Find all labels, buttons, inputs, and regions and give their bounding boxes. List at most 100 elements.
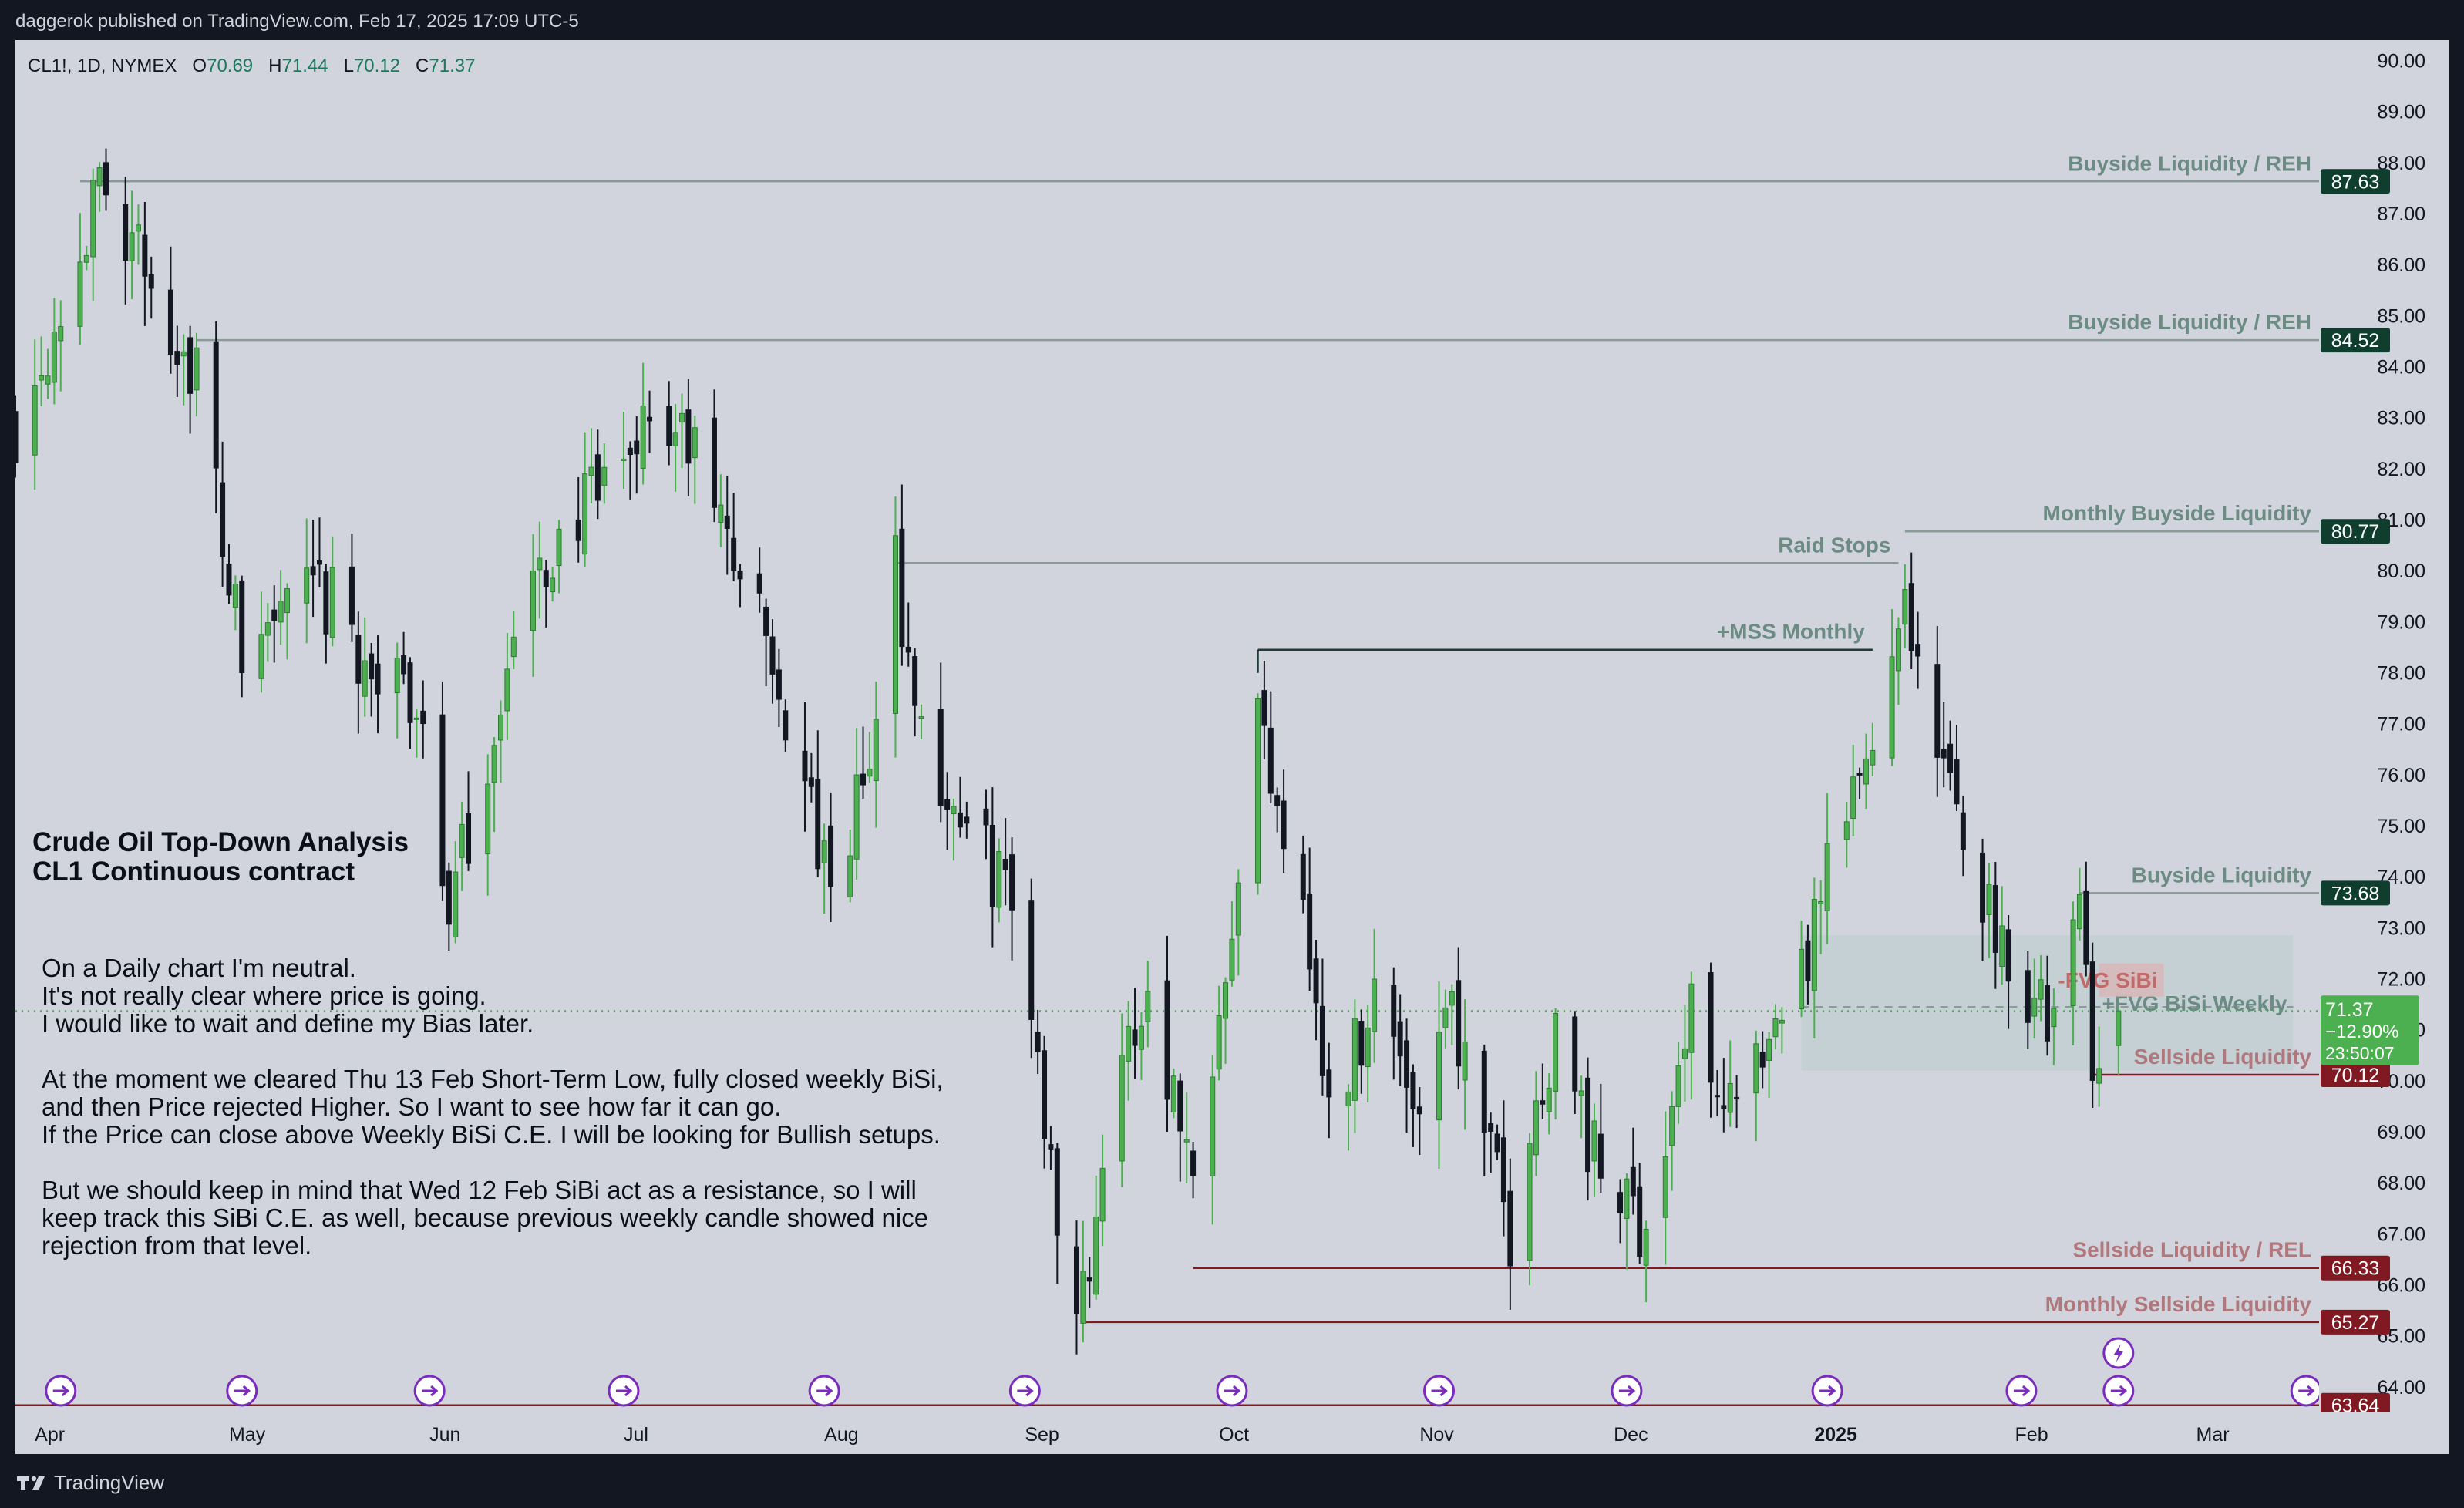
price-tick-label: 68.00 (2377, 1173, 2425, 1194)
candle-body (174, 351, 180, 365)
analysis-subtitle-line: CL1 Continuous contract (32, 857, 355, 887)
event-arrow-icon (1819, 1385, 1836, 1397)
candle-body (1688, 983, 1695, 1053)
candle-body (1708, 972, 1714, 1083)
candle-body (1811, 899, 1817, 991)
candle-body (15, 411, 19, 463)
price-tick-label: 67.00 (2377, 1224, 2425, 1245)
candle-body (232, 584, 238, 608)
candle-body (142, 234, 148, 277)
candle-body (401, 655, 407, 675)
candle-body (1002, 859, 1008, 870)
candle-body (1643, 1228, 1649, 1266)
candle-body (213, 341, 219, 469)
candle-body (1313, 958, 1319, 1004)
candle-body (1093, 1216, 1099, 1295)
candle-body (666, 406, 672, 446)
candle-body (828, 825, 834, 887)
candle-body (1805, 940, 1811, 981)
candle-body (1048, 1144, 1054, 1150)
tradingview-logo-icon (17, 1476, 45, 1490)
candle-body (497, 714, 503, 741)
event-arrow-icon (422, 1385, 439, 1397)
candle-body (1119, 1055, 1125, 1162)
candle-body (180, 351, 187, 357)
candle-body (2070, 919, 2076, 1007)
candle-body (996, 851, 1002, 908)
date-tick-label: Oct (1219, 1424, 1249, 1446)
candle-body (1481, 1050, 1487, 1133)
candle-body (1681, 1048, 1688, 1059)
candle-body (1190, 1150, 1197, 1176)
candle-body (1028, 900, 1035, 1020)
candle-body (239, 580, 245, 673)
candle-body (362, 660, 368, 697)
candle-body (304, 567, 310, 604)
price-level-box-label: 80.77 (2331, 521, 2380, 543)
candle-body (45, 375, 51, 385)
event-arrow-icon (234, 1385, 251, 1397)
price-tick-label: 90.00 (2377, 50, 2425, 72)
candle-body (1326, 1069, 1332, 1098)
candle-body (1992, 885, 1998, 953)
candle-body (1391, 985, 1397, 1037)
candle-body (1630, 1166, 1636, 1197)
candle-body (1578, 1090, 1584, 1096)
candle-body (957, 812, 963, 828)
candle-body (1585, 1077, 1591, 1173)
candle-body (1546, 1087, 1552, 1112)
candle-body (194, 347, 200, 391)
candle-body (51, 332, 57, 383)
candle-body (504, 668, 510, 712)
candle-body (1054, 1148, 1060, 1236)
event-arrow-icon (2110, 1385, 2128, 1397)
candle-body (1345, 1091, 1351, 1106)
candle-body (2076, 894, 2082, 930)
price-tick-label: 77.00 (2377, 714, 2425, 735)
candle-body (83, 254, 89, 263)
candle-body (1229, 938, 1235, 981)
candle-body (575, 519, 581, 541)
candle-body (537, 557, 543, 571)
note-line: and then Price rejected Higher. So I wan… (42, 1092, 782, 1121)
candle-body (1132, 1029, 1138, 1046)
price-level-box-label: 73.68 (2331, 883, 2380, 904)
tradingview-logo[interactable]: TradingView (15, 1471, 164, 1495)
candle-body (1908, 583, 1914, 651)
candle-body (1351, 1018, 1358, 1101)
analysis-title: Crude Oil Top-Down Analysis CL1 Continuo… (32, 828, 409, 887)
candle-body (737, 570, 743, 580)
price-tick-label: 78.00 (2377, 663, 2425, 685)
event-arrow-icon (1224, 1385, 1241, 1397)
candle-body (510, 636, 517, 658)
candle-body (1267, 727, 1274, 794)
price-tick-label: 80.00 (2377, 560, 2425, 582)
event-arrow-icon (2298, 1385, 2315, 1397)
publish-header: daggerok published on TradingView.com, F… (0, 0, 2464, 40)
candle-body (1870, 749, 1876, 766)
candle-body (316, 560, 322, 565)
candle-body (1824, 843, 1830, 911)
candle-body (1462, 1041, 1468, 1081)
current-price-label: 71.37 (2325, 999, 2374, 1021)
candle-body (1410, 1072, 1416, 1109)
candle-body (323, 571, 329, 635)
price-level-box (2321, 328, 2390, 353)
candle-body (647, 416, 653, 422)
brand-name: TradingView (54, 1471, 165, 1494)
candle-body (459, 823, 465, 858)
candle-body (135, 224, 141, 232)
candle-body (2116, 1010, 2122, 1046)
chart-panel[interactable]: +FVG BiSi Weekly -FVG SiBi Buyside Liquidi… (15, 40, 2449, 1454)
candle-body (1500, 1137, 1506, 1203)
candle-body (1035, 1032, 1041, 1052)
candle-body (1488, 1123, 1494, 1132)
date-tick-label: 2025 (1814, 1424, 1857, 1446)
candle-body (1319, 1005, 1325, 1076)
candle-body (1856, 773, 1863, 776)
candle-body (1540, 1100, 1546, 1105)
event-arrow-icon (1017, 1385, 1034, 1397)
event-arrow-icon (1431, 1385, 1448, 1397)
candle-body (77, 261, 83, 327)
